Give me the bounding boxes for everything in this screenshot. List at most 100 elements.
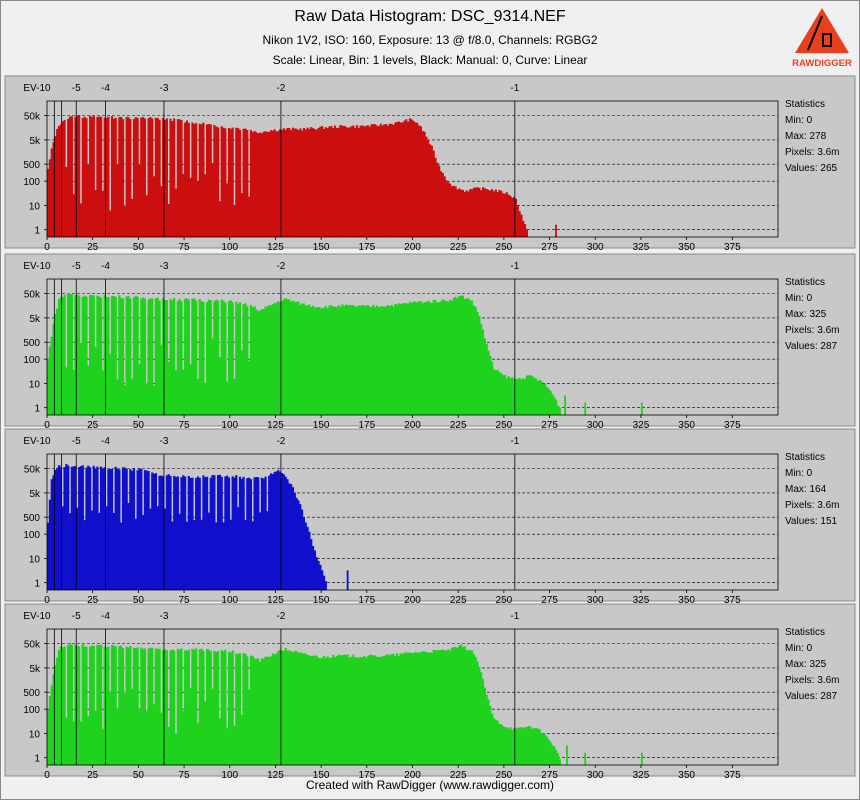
histogram-bar xyxy=(204,383,207,415)
histogram-bar xyxy=(258,310,262,415)
histogram-bar xyxy=(321,308,324,415)
histogram-bar xyxy=(185,298,189,415)
histogram-bar xyxy=(311,655,315,765)
histogram-bar xyxy=(441,172,444,237)
histogram-bar xyxy=(76,645,79,765)
histogram-bar xyxy=(154,117,157,237)
histogram-bar xyxy=(507,376,510,415)
histogram-bar xyxy=(295,497,298,590)
histogram-bar xyxy=(163,120,167,237)
histogram-bar xyxy=(271,653,274,765)
histogram-bar xyxy=(220,476,223,590)
histogram-bar xyxy=(242,476,245,590)
histogram-bar xyxy=(182,710,185,765)
histogram-bar xyxy=(142,514,145,590)
histogram-bar xyxy=(142,117,145,237)
histogram-bar xyxy=(160,712,163,765)
y-tick-label: 10 xyxy=(29,379,41,390)
histogram-bar xyxy=(180,301,183,415)
histogram-bar xyxy=(544,383,547,415)
histogram-bar xyxy=(169,650,172,765)
histogram-bar xyxy=(470,189,474,237)
y-tick-label: 500 xyxy=(23,338,40,349)
histogram-bar xyxy=(118,646,121,765)
histogram-bar xyxy=(99,297,103,415)
histogram-bar xyxy=(315,129,318,237)
histogram-bar xyxy=(284,129,287,237)
histogram-bar xyxy=(255,132,258,237)
histogram-bar xyxy=(240,350,243,415)
histogram-bar xyxy=(273,303,276,415)
histogram-bar xyxy=(313,129,316,237)
histogram-bar xyxy=(476,187,479,237)
histogram-bar xyxy=(262,658,265,765)
histogram-bar xyxy=(301,303,304,415)
histogram-bar xyxy=(461,189,465,237)
histogram-bar xyxy=(196,181,200,237)
histogram-bar xyxy=(76,507,79,590)
histogram-bar xyxy=(503,727,507,765)
histogram-bar xyxy=(412,301,415,415)
histogram-bar xyxy=(110,468,114,590)
histogram-bar xyxy=(322,575,326,590)
histogram-bar xyxy=(516,205,519,237)
histogram-bar xyxy=(366,125,369,237)
histogram-bar xyxy=(489,190,492,237)
histogram-bar xyxy=(361,657,364,765)
histogram-bar xyxy=(184,122,187,237)
histogram-bar xyxy=(308,304,311,415)
histogram-bar xyxy=(348,127,351,237)
histogram-bar xyxy=(222,300,225,415)
histogram-bar xyxy=(103,294,106,415)
x-tick-label: 250 xyxy=(496,770,513,781)
histogram-bar xyxy=(233,725,236,765)
histogram-bar xyxy=(359,305,362,415)
histogram-bar xyxy=(143,298,147,415)
histogram-bar xyxy=(107,116,110,237)
histogram-bar xyxy=(461,646,465,765)
histogram-bar xyxy=(341,304,344,415)
histogram-bar xyxy=(50,685,53,765)
histogram-bar xyxy=(233,378,236,415)
histogram-bar xyxy=(207,512,210,590)
histogram-bar xyxy=(386,654,390,765)
statistics-line: Pixels: 3.6m xyxy=(785,147,839,158)
histogram-bar xyxy=(299,128,302,237)
histogram-bar xyxy=(178,513,181,590)
histogram-bar xyxy=(275,471,278,590)
statistics-line: Pixels: 3.6m xyxy=(785,500,839,511)
histogram-bar xyxy=(202,301,205,415)
histogram-bar xyxy=(258,661,262,765)
histogram-bar xyxy=(288,650,291,765)
histogram-bar xyxy=(174,477,178,590)
histogram-bar xyxy=(352,304,355,415)
x-tick-label: 250 xyxy=(496,420,513,431)
histogram-bar xyxy=(529,726,532,765)
statistics-line: Statistics xyxy=(785,277,825,288)
histogram-bar xyxy=(514,198,518,237)
histogram-bar xyxy=(330,126,333,237)
histogram-bar xyxy=(308,531,311,590)
statistics-line: Min: 0 xyxy=(785,643,813,654)
histogram-bar xyxy=(103,646,106,765)
histogram-bar xyxy=(295,301,298,415)
histogram-bar xyxy=(189,177,192,237)
histogram-bar xyxy=(158,475,161,590)
histogram-bar xyxy=(134,648,137,765)
histogram-bar xyxy=(196,476,200,590)
histogram-bar xyxy=(460,189,463,237)
histogram-panel-g2: 1 10 100 500 5k 50k EV-10 -5 -4 -3 -2 -1 0 25 50 75 100 1… xyxy=(4,603,856,781)
histogram-bar xyxy=(195,478,198,590)
histogram-bar xyxy=(136,118,139,237)
histogram-bar xyxy=(308,128,311,237)
x-tick-label: 75 xyxy=(179,770,191,781)
histogram-bar xyxy=(89,115,92,237)
histogram-bar xyxy=(207,299,210,415)
histogram-bar xyxy=(545,387,549,415)
histogram-bar xyxy=(184,298,187,415)
histogram-bar xyxy=(202,475,205,590)
histogram-bar xyxy=(174,370,178,415)
histogram-bar xyxy=(319,307,322,415)
histogram-bar xyxy=(414,301,417,415)
histogram-bar xyxy=(131,198,134,237)
